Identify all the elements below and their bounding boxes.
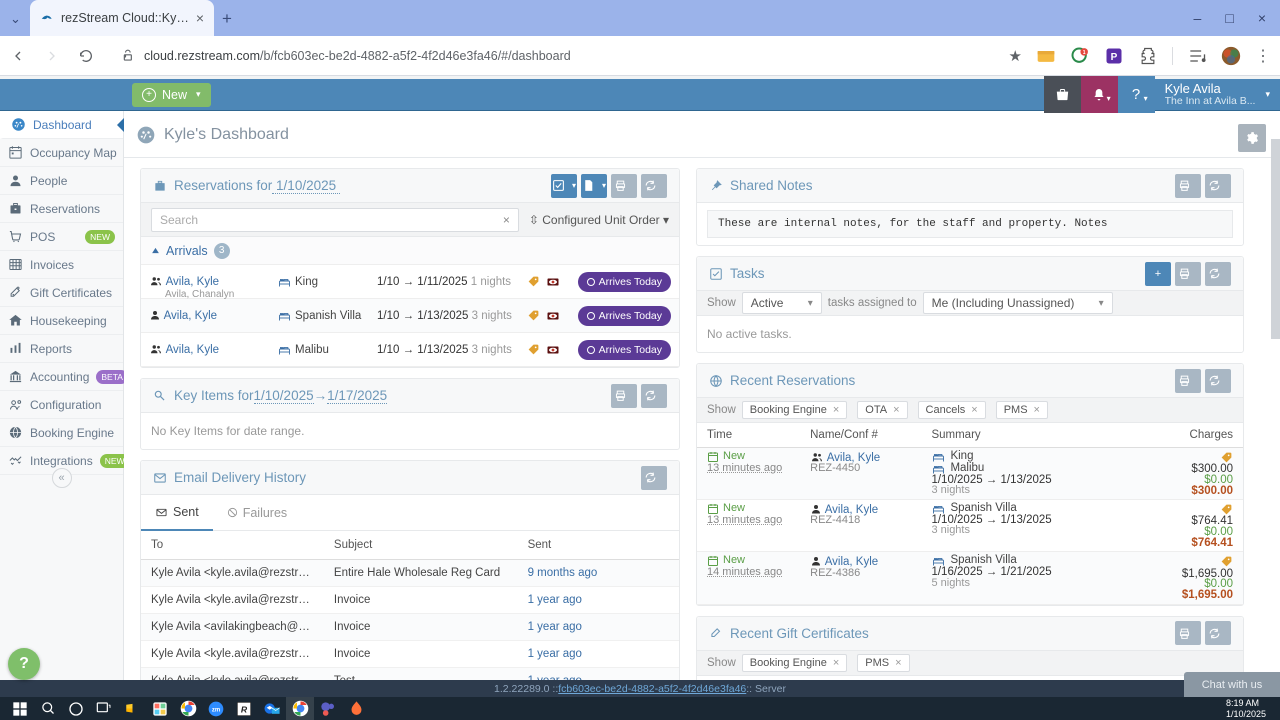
svg-text:P: P (1111, 52, 1118, 63)
svg-text:1: 1 (1083, 49, 1086, 55)
svg-text:R: R (241, 704, 248, 714)
svg-text:zm: zm (212, 707, 220, 713)
